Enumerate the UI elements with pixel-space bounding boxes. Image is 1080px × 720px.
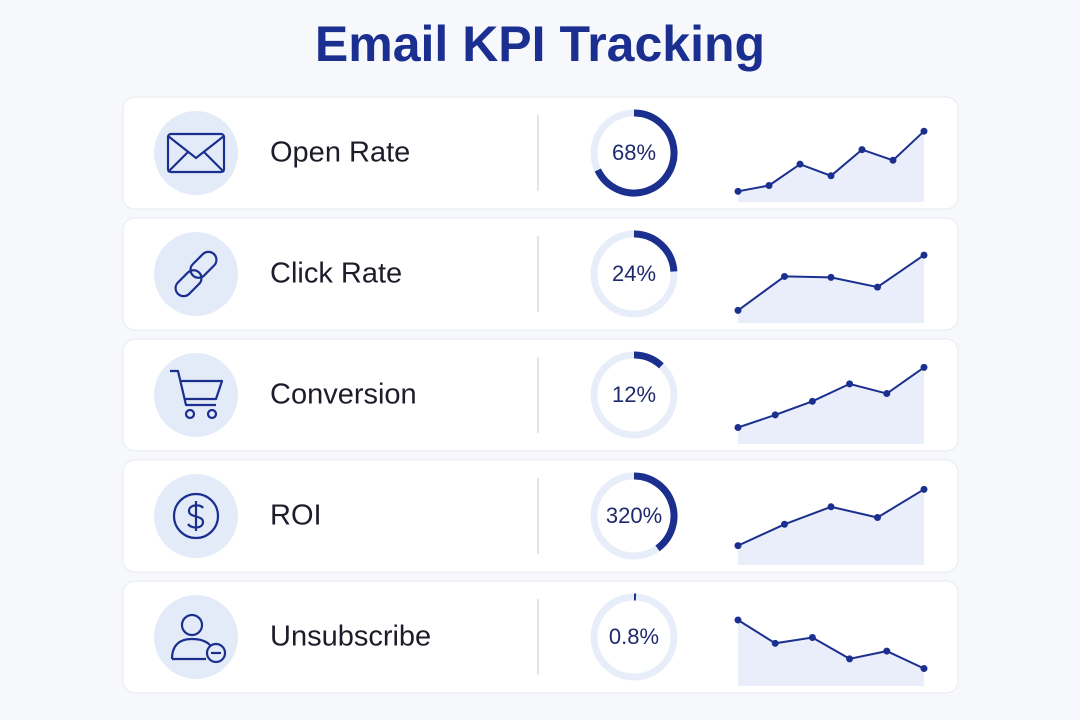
spark-point bbox=[796, 160, 804, 168]
kpi-label: ROI bbox=[270, 500, 322, 532]
kpi-value: 320% bbox=[606, 503, 662, 528]
kpi-label: Open Rate bbox=[270, 137, 410, 169]
spark-point bbox=[846, 380, 854, 388]
spark-point bbox=[846, 655, 854, 663]
coin bbox=[172, 492, 220, 540]
link-a bbox=[174, 269, 203, 298]
kpi-label: Click Rate bbox=[270, 258, 402, 290]
ring-arc bbox=[594, 109, 678, 197]
spark-point bbox=[734, 542, 742, 550]
spark-point bbox=[920, 251, 928, 259]
spark-point bbox=[734, 187, 742, 195]
spark-point bbox=[781, 272, 788, 280]
spark-point bbox=[734, 424, 742, 432]
spark-point bbox=[827, 273, 835, 281]
spark-point bbox=[734, 616, 742, 624]
spark-point bbox=[808, 397, 816, 405]
spark-area bbox=[738, 489, 924, 565]
spark-point bbox=[734, 306, 742, 314]
kpi-label: Unsubscribe bbox=[270, 621, 431, 653]
cart-wheel bbox=[206, 408, 218, 420]
spark-point bbox=[765, 182, 773, 190]
ring-arc bbox=[633, 230, 678, 272]
spark-line bbox=[737, 366, 925, 429]
user-head bbox=[180, 613, 204, 637]
spark-point bbox=[858, 146, 866, 154]
icon bbox=[166, 132, 226, 174]
spark-point bbox=[874, 513, 881, 521]
icon bbox=[170, 613, 227, 664]
ring-arc bbox=[633, 351, 664, 369]
spark-point bbox=[883, 390, 891, 398]
spark-point bbox=[920, 665, 928, 673]
spark-point bbox=[827, 172, 835, 180]
icon bbox=[172, 492, 220, 540]
dollar-sign bbox=[187, 501, 205, 531]
kpi-value: 0.8% bbox=[609, 624, 659, 649]
user-body bbox=[170, 637, 211, 661]
icon bbox=[174, 250, 218, 298]
kpi-value: 12% bbox=[612, 382, 656, 407]
spark-point bbox=[781, 520, 788, 528]
ring-arc bbox=[633, 472, 678, 552]
spark-point bbox=[808, 634, 816, 641]
spark-point bbox=[883, 647, 891, 655]
cart-wheel bbox=[184, 408, 196, 420]
kpi-value: 24% bbox=[612, 261, 656, 286]
icon-badge bbox=[154, 111, 238, 195]
spark-point bbox=[920, 363, 928, 371]
spark-point bbox=[771, 411, 779, 419]
kpi-value: 68% bbox=[612, 140, 656, 165]
spark-point bbox=[827, 503, 835, 511]
spark-point bbox=[771, 639, 779, 647]
kpi-card bbox=[122, 96, 959, 210]
spark-point bbox=[920, 485, 928, 493]
spark-area bbox=[738, 620, 924, 686]
spark-point bbox=[874, 283, 881, 291]
envelope bbox=[166, 132, 226, 174]
spark-line bbox=[737, 619, 925, 670]
envelope-flap bbox=[167, 135, 225, 173]
spark-point bbox=[889, 156, 897, 164]
icon-badge bbox=[154, 232, 238, 316]
link-b bbox=[189, 250, 218, 279]
spark-area bbox=[738, 255, 924, 323]
cart bbox=[170, 369, 224, 407]
icon bbox=[170, 369, 224, 420]
spark-area bbox=[738, 131, 924, 202]
spark-point bbox=[920, 127, 928, 135]
title: Email KPI Tracking bbox=[315, 16, 765, 72]
kpi-label: Conversion bbox=[270, 379, 417, 411]
spark-area bbox=[738, 367, 924, 444]
icon-badge bbox=[154, 595, 238, 679]
icon-badge bbox=[154, 353, 238, 437]
